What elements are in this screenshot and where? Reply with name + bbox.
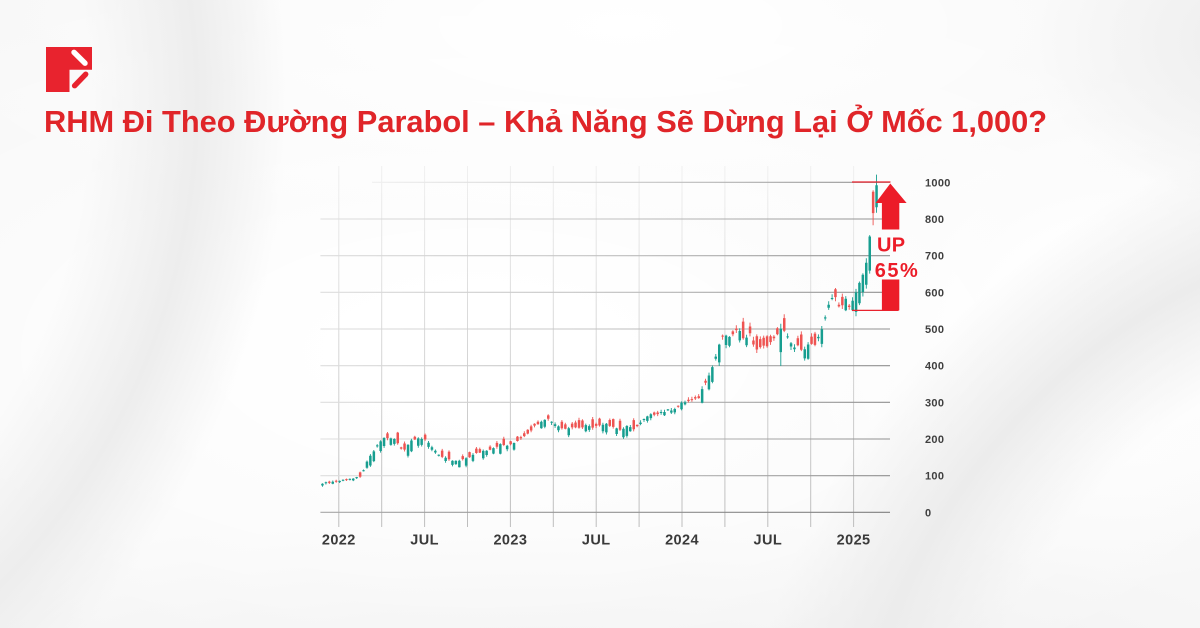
svg-text:0: 0: [925, 507, 931, 519]
svg-text:800: 800: [925, 214, 944, 226]
svg-text:2024: 2024: [665, 533, 699, 549]
svg-text:JUL: JUL: [754, 533, 783, 549]
svg-text:300: 300: [925, 397, 944, 409]
svg-text:2025: 2025: [837, 533, 871, 549]
svg-text:200: 200: [925, 434, 944, 446]
svg-text:1000: 1000: [925, 177, 951, 189]
svg-text:65%: 65%: [875, 260, 920, 282]
svg-text:100: 100: [925, 471, 944, 483]
svg-text:700: 700: [925, 251, 944, 263]
svg-text:500: 500: [925, 324, 944, 336]
svg-text:2023: 2023: [493, 533, 527, 549]
svg-text:600: 600: [925, 287, 944, 299]
svg-text:UP: UP: [877, 234, 905, 256]
svg-text:JUL: JUL: [410, 533, 439, 549]
svg-text:JUL: JUL: [582, 533, 611, 549]
svg-text:2022: 2022: [322, 533, 356, 549]
svg-text:400: 400: [925, 361, 944, 373]
